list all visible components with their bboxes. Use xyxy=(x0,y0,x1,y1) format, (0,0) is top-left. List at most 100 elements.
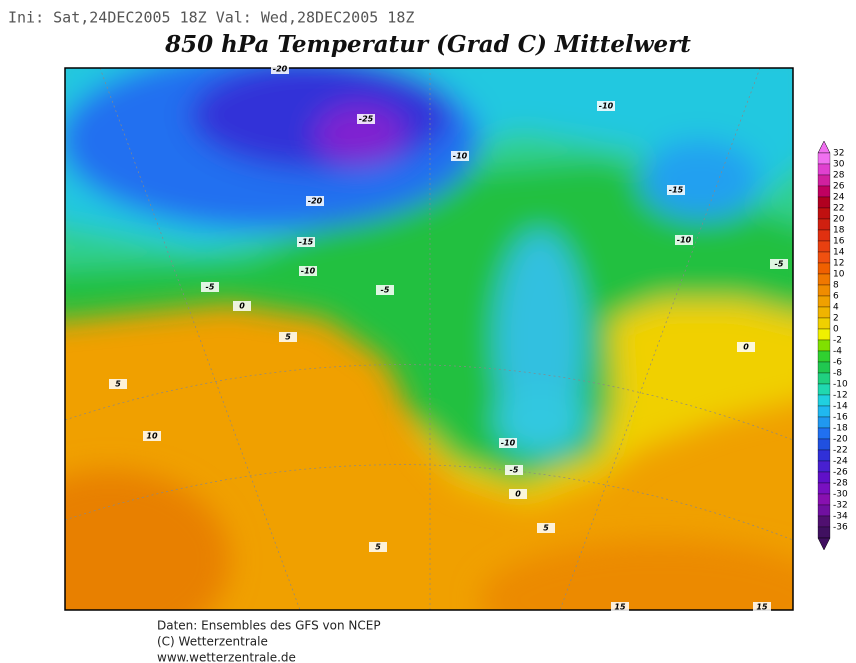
contour-label-bg xyxy=(451,151,469,161)
colorbar-tick-label: 14 xyxy=(833,248,845,258)
contour-label: -10 xyxy=(453,152,468,161)
colorbar-tick-label: -24 xyxy=(833,457,848,467)
colorbar-tick-label: 28 xyxy=(833,171,845,181)
colorbar-cell xyxy=(817,394,831,407)
contour-label: 10 xyxy=(146,432,158,441)
contour-label: 5 xyxy=(543,524,549,533)
colorbar-tick-label: -6 xyxy=(833,358,842,368)
colorbar-cell xyxy=(817,306,831,319)
colorbar-cell xyxy=(817,504,831,517)
colorbar-tick-label: -12 xyxy=(833,391,848,401)
colorbar-tick-label: -14 xyxy=(833,402,848,412)
colorbar-cell xyxy=(817,449,831,462)
contour-label-bg xyxy=(369,542,387,552)
contour-label-bg xyxy=(201,282,219,292)
colorbar-tick-label: 30 xyxy=(833,160,845,170)
contour-label-bg xyxy=(233,301,251,311)
colorbar-cell xyxy=(817,372,831,385)
colorbar-tick-label: -2 xyxy=(833,336,842,346)
contour-label-bg xyxy=(357,114,375,124)
colorbar-cell xyxy=(817,438,831,451)
contour-label: 5 xyxy=(375,543,381,552)
colorbar-tick-label: 26 xyxy=(833,182,845,192)
colorbar-tick-label: 0 xyxy=(833,325,839,335)
contour-label-bg xyxy=(667,185,685,195)
colorbar-cell xyxy=(817,218,831,231)
contour-label-bg xyxy=(737,342,755,352)
colorbar-tick-label: -8 xyxy=(833,369,842,379)
colorbar-cell xyxy=(817,229,831,242)
footer-line: Daten: Ensembles des GFS von NCEP xyxy=(157,619,381,633)
contour-label-bg xyxy=(299,266,317,276)
colorbar-cell xyxy=(817,284,831,297)
footer-line: www.wetterzentrale.de xyxy=(157,651,296,663)
contour-label-bg xyxy=(537,523,555,533)
contour-label: -25 xyxy=(359,115,374,124)
contour-label-bg xyxy=(753,602,771,612)
colorbar-cell xyxy=(817,416,831,429)
contour-label: 15 xyxy=(756,603,768,612)
contour-label-bg xyxy=(143,431,161,441)
colorbar-tick-label: 10 xyxy=(833,270,845,280)
contour-label: -10 xyxy=(501,439,516,448)
contour-label: -15 xyxy=(669,186,684,195)
colorbar-cell xyxy=(817,174,831,187)
colorbar-cell xyxy=(817,152,831,165)
contour-label: 5 xyxy=(285,333,291,342)
contour-label: -10 xyxy=(677,236,692,245)
colorbar-cell xyxy=(817,482,831,495)
colorbar-cell xyxy=(817,196,831,209)
temperature-field xyxy=(65,68,793,610)
contour-label: 0 xyxy=(515,490,521,499)
contour-label-bg xyxy=(376,285,394,295)
colorbar-cell xyxy=(817,185,831,198)
colorbar-arrow xyxy=(817,140,831,154)
contour-label-bg xyxy=(306,196,324,206)
colorbar-tick-label: -18 xyxy=(833,424,848,434)
colorbar-cell xyxy=(817,295,831,308)
colorbar-tick-label: -36 xyxy=(833,523,848,533)
run-info: Ini: Sat,24DEC2005 18Z Val: Wed,28DEC200… xyxy=(8,9,414,27)
contour-label: -5 xyxy=(381,286,390,295)
contour-label-bg xyxy=(271,64,289,74)
colorbar-cell xyxy=(817,273,831,286)
colorbar-tick-label: 22 xyxy=(833,204,844,214)
contour-label-bg xyxy=(509,489,527,499)
colorbar-tick-label: -26 xyxy=(833,468,848,478)
colorbar-tick-label: 6 xyxy=(833,292,839,302)
contour-label: -10 xyxy=(301,267,316,276)
colorbar-cell xyxy=(817,471,831,484)
colorbar-cell xyxy=(817,317,831,330)
contour-label: -5 xyxy=(510,466,519,475)
contour-label: -15 xyxy=(299,238,314,247)
colorbar-tick-label: -32 xyxy=(833,501,848,511)
contour-label: -20 xyxy=(273,65,288,74)
colorbar-cell xyxy=(817,262,831,275)
map-title: 850 hPa Temperatur (Grad C) Mittelwert xyxy=(164,31,691,58)
colorbar-tick-label: -30 xyxy=(833,490,848,500)
contour-label: 0 xyxy=(743,343,749,352)
contour-label: -5 xyxy=(206,283,215,292)
colorbar-cell xyxy=(817,251,831,264)
contour-label-bg xyxy=(675,235,693,245)
colorbar-tick-label: 18 xyxy=(833,226,845,236)
contour-label-bg xyxy=(770,259,788,269)
footer-line: (C) Wetterzentrale xyxy=(157,635,268,649)
colorbar-cell xyxy=(817,361,831,374)
colorbar-cell xyxy=(817,526,831,539)
colorbar-tick-label: 8 xyxy=(833,281,839,291)
colorbar-tick-label: 24 xyxy=(833,193,845,203)
colorbar-tick-label: -34 xyxy=(833,512,848,522)
colorbar-tick-label: 4 xyxy=(833,303,839,313)
contour-label: -5 xyxy=(775,260,784,269)
colorbar-cell xyxy=(817,493,831,506)
contour-label-bg xyxy=(597,101,615,111)
colorbar-cell xyxy=(817,339,831,352)
colorbar-tick-label: 20 xyxy=(833,215,845,225)
colorbar-tick-label: -28 xyxy=(833,479,848,489)
contour-label: 0 xyxy=(239,302,245,311)
colorbar-cell xyxy=(817,328,831,341)
colorbar-cell xyxy=(817,405,831,418)
